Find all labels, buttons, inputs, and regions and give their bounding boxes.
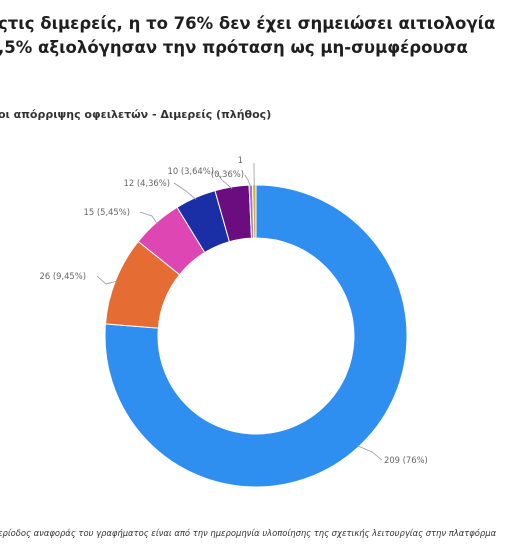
chart-title-line-1: ςτις διμερείς, η το 76% δεν έχει σημειώσ… <box>0 14 496 33</box>
label-leader-line <box>244 174 252 188</box>
slice-data-label: (0,36%) <box>211 169 244 179</box>
donut-slice[interactable] <box>252 184 257 239</box>
label-leader-line <box>215 171 233 190</box>
chart-footnote: ερίοδος αναφοράς του γραφήματος είναι απ… <box>0 528 497 538</box>
chart-title-line-2: ,5% αξιολόγησαν την πρόταση ως μη-συμφέρ… <box>0 38 468 57</box>
label-leader-line <box>139 211 158 225</box>
slice-data-label: 12 (4,36%) <box>124 178 170 188</box>
slice-data-label: 1 <box>238 155 243 165</box>
chart-title: ςτις διμερείς, η το 76% δεν έχει σημειώσ… <box>0 12 530 60</box>
slice-data-label: 10 (3,64%) <box>168 166 214 176</box>
chart-subtitle: οι απόρριψης οφειλετών - Διμερείς (πλήθο… <box>0 108 272 121</box>
label-leader-line <box>96 275 118 285</box>
donut-slice[interactable] <box>104 184 408 488</box>
slice-data-label: 15 (5,45%) <box>84 207 130 217</box>
slice-data-label: 26 (9,45%) <box>40 271 86 281</box>
label-leader-line <box>356 445 383 461</box>
label-leader-line <box>173 182 197 200</box>
slice-data-label: 209 (76%) <box>384 455 428 465</box>
